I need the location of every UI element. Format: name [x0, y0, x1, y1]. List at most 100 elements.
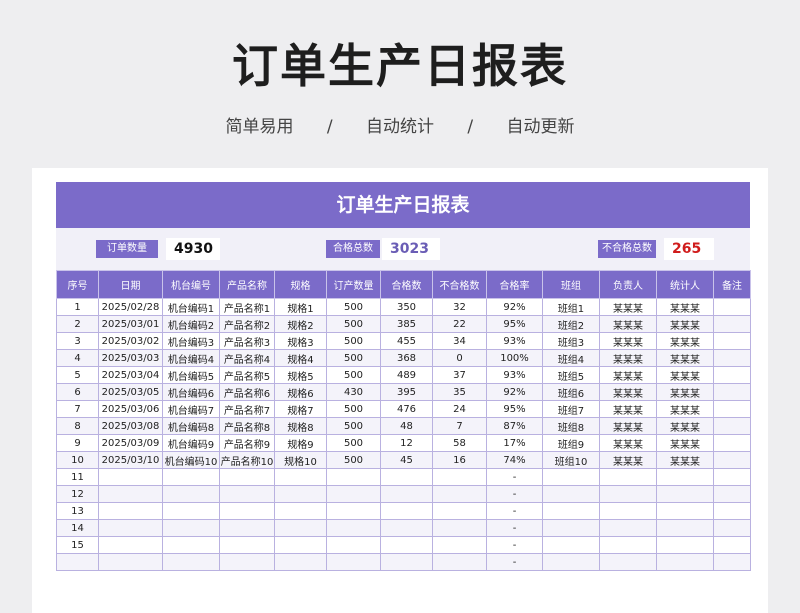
table-cell[interactable] — [380, 502, 433, 520]
table-cell[interactable] — [380, 536, 433, 554]
table-cell[interactable]: 87% — [486, 417, 543, 435]
table-cell[interactable] — [162, 468, 220, 486]
table-cell[interactable] — [713, 536, 751, 554]
table-cell[interactable]: 班组8 — [542, 417, 600, 435]
table-cell[interactable] — [713, 383, 751, 401]
table-cell[interactable]: 5 — [56, 366, 99, 384]
table-cell[interactable] — [713, 315, 751, 333]
table-cell[interactable]: 7 — [56, 400, 99, 418]
table-cell[interactable]: 12 — [380, 434, 433, 452]
table-cell[interactable]: 规格4 — [274, 349, 327, 367]
table-cell[interactable]: 某某某 — [656, 400, 714, 418]
table-cell[interactable]: 350 — [380, 298, 433, 316]
table-cell[interactable]: 规格3 — [274, 332, 327, 350]
table-cell[interactable] — [713, 417, 751, 435]
table-cell[interactable]: 规格1 — [274, 298, 327, 316]
table-cell[interactable]: 4 — [56, 349, 99, 367]
table-cell[interactable] — [162, 536, 220, 554]
table-cell[interactable]: 班组3 — [542, 332, 600, 350]
table-cell[interactable] — [98, 519, 163, 537]
table-cell[interactable] — [162, 519, 220, 537]
table-cell[interactable]: 班组1 — [542, 298, 600, 316]
column-header[interactable]: 日期 — [98, 270, 163, 299]
table-cell[interactable] — [162, 502, 220, 520]
table-cell[interactable]: 某某某 — [599, 400, 657, 418]
table-cell[interactable]: 16 — [432, 451, 487, 469]
table-cell[interactable] — [380, 485, 433, 503]
table-cell[interactable] — [542, 519, 600, 537]
column-header[interactable]: 序号 — [56, 270, 99, 299]
table-cell[interactable] — [274, 536, 327, 554]
table-cell[interactable]: 500 — [326, 332, 381, 350]
table-cell[interactable]: 8 — [56, 417, 99, 435]
table-cell[interactable]: 产品名称5 — [219, 366, 275, 384]
table-cell[interactable]: - — [486, 553, 543, 571]
table-cell[interactable] — [713, 349, 751, 367]
table-cell[interactable]: 产品名称9 — [219, 434, 275, 452]
table-cell[interactable]: 机台编码5 — [162, 366, 220, 384]
table-cell[interactable]: 500 — [326, 298, 381, 316]
table-cell[interactable] — [713, 502, 751, 520]
table-cell[interactable] — [219, 553, 275, 571]
table-cell[interactable]: 规格8 — [274, 417, 327, 435]
table-cell[interactable] — [219, 485, 275, 503]
table-cell[interactable] — [98, 485, 163, 503]
table-cell[interactable] — [432, 536, 487, 554]
table-cell[interactable]: - — [486, 468, 543, 486]
table-cell[interactable]: 58 — [432, 434, 487, 452]
table-cell[interactable]: 产品名称2 — [219, 315, 275, 333]
table-cell[interactable]: 机台编码8 — [162, 417, 220, 435]
table-cell[interactable] — [713, 451, 751, 469]
table-cell[interactable]: 班组2 — [542, 315, 600, 333]
table-cell[interactable]: 某某某 — [656, 298, 714, 316]
table-cell[interactable] — [219, 502, 275, 520]
table-cell[interactable]: 7 — [432, 417, 487, 435]
table-cell[interactable] — [274, 468, 327, 486]
table-cell[interactable]: 395 — [380, 383, 433, 401]
table-cell[interactable]: 机台编码3 — [162, 332, 220, 350]
table-cell[interactable]: 某某某 — [599, 451, 657, 469]
column-header[interactable]: 产品名称 — [219, 270, 275, 299]
table-cell[interactable]: 430 — [326, 383, 381, 401]
table-cell[interactable]: 班组6 — [542, 383, 600, 401]
table-cell[interactable]: 2025/03/03 — [98, 349, 163, 367]
table-cell[interactable] — [432, 519, 487, 537]
table-cell[interactable]: - — [486, 536, 543, 554]
table-cell[interactable]: 15 — [56, 536, 99, 554]
table-cell[interactable]: 74% — [486, 451, 543, 469]
column-header[interactable]: 合格率 — [486, 270, 543, 299]
table-cell[interactable] — [542, 536, 600, 554]
table-cell[interactable]: 2025/02/28 — [98, 298, 163, 316]
table-cell[interactable] — [713, 468, 751, 486]
table-cell[interactable]: 385 — [380, 315, 433, 333]
table-cell[interactable]: 2025/03/04 — [98, 366, 163, 384]
table-cell[interactable] — [656, 468, 714, 486]
table-cell[interactable]: 某某某 — [656, 332, 714, 350]
column-header[interactable]: 规格 — [274, 270, 327, 299]
table-cell[interactable] — [542, 553, 600, 571]
table-cell[interactable]: 某某某 — [599, 315, 657, 333]
table-cell[interactable]: 37 — [432, 366, 487, 384]
table-cell[interactable] — [326, 502, 381, 520]
table-cell[interactable]: 班组10 — [542, 451, 600, 469]
table-cell[interactable]: 某某某 — [656, 434, 714, 452]
table-cell[interactable] — [274, 519, 327, 537]
table-cell[interactable] — [380, 468, 433, 486]
table-cell[interactable]: 12 — [56, 485, 99, 503]
table-cell[interactable] — [274, 485, 327, 503]
table-cell[interactable] — [162, 553, 220, 571]
table-cell[interactable] — [656, 485, 714, 503]
table-cell[interactable]: 100% — [486, 349, 543, 367]
table-cell[interactable]: 500 — [326, 349, 381, 367]
table-cell[interactable]: 某某某 — [599, 332, 657, 350]
table-cell[interactable]: 0 — [432, 349, 487, 367]
table-cell[interactable]: 某某某 — [656, 366, 714, 384]
table-cell[interactable] — [98, 502, 163, 520]
table-cell[interactable]: 48 — [380, 417, 433, 435]
table-cell[interactable]: 规格10 — [274, 451, 327, 469]
table-cell[interactable]: 规格2 — [274, 315, 327, 333]
table-cell[interactable] — [599, 519, 657, 537]
table-cell[interactable]: 500 — [326, 366, 381, 384]
table-cell[interactable]: 机台编码10 — [162, 451, 220, 469]
table-cell[interactable]: 9 — [56, 434, 99, 452]
